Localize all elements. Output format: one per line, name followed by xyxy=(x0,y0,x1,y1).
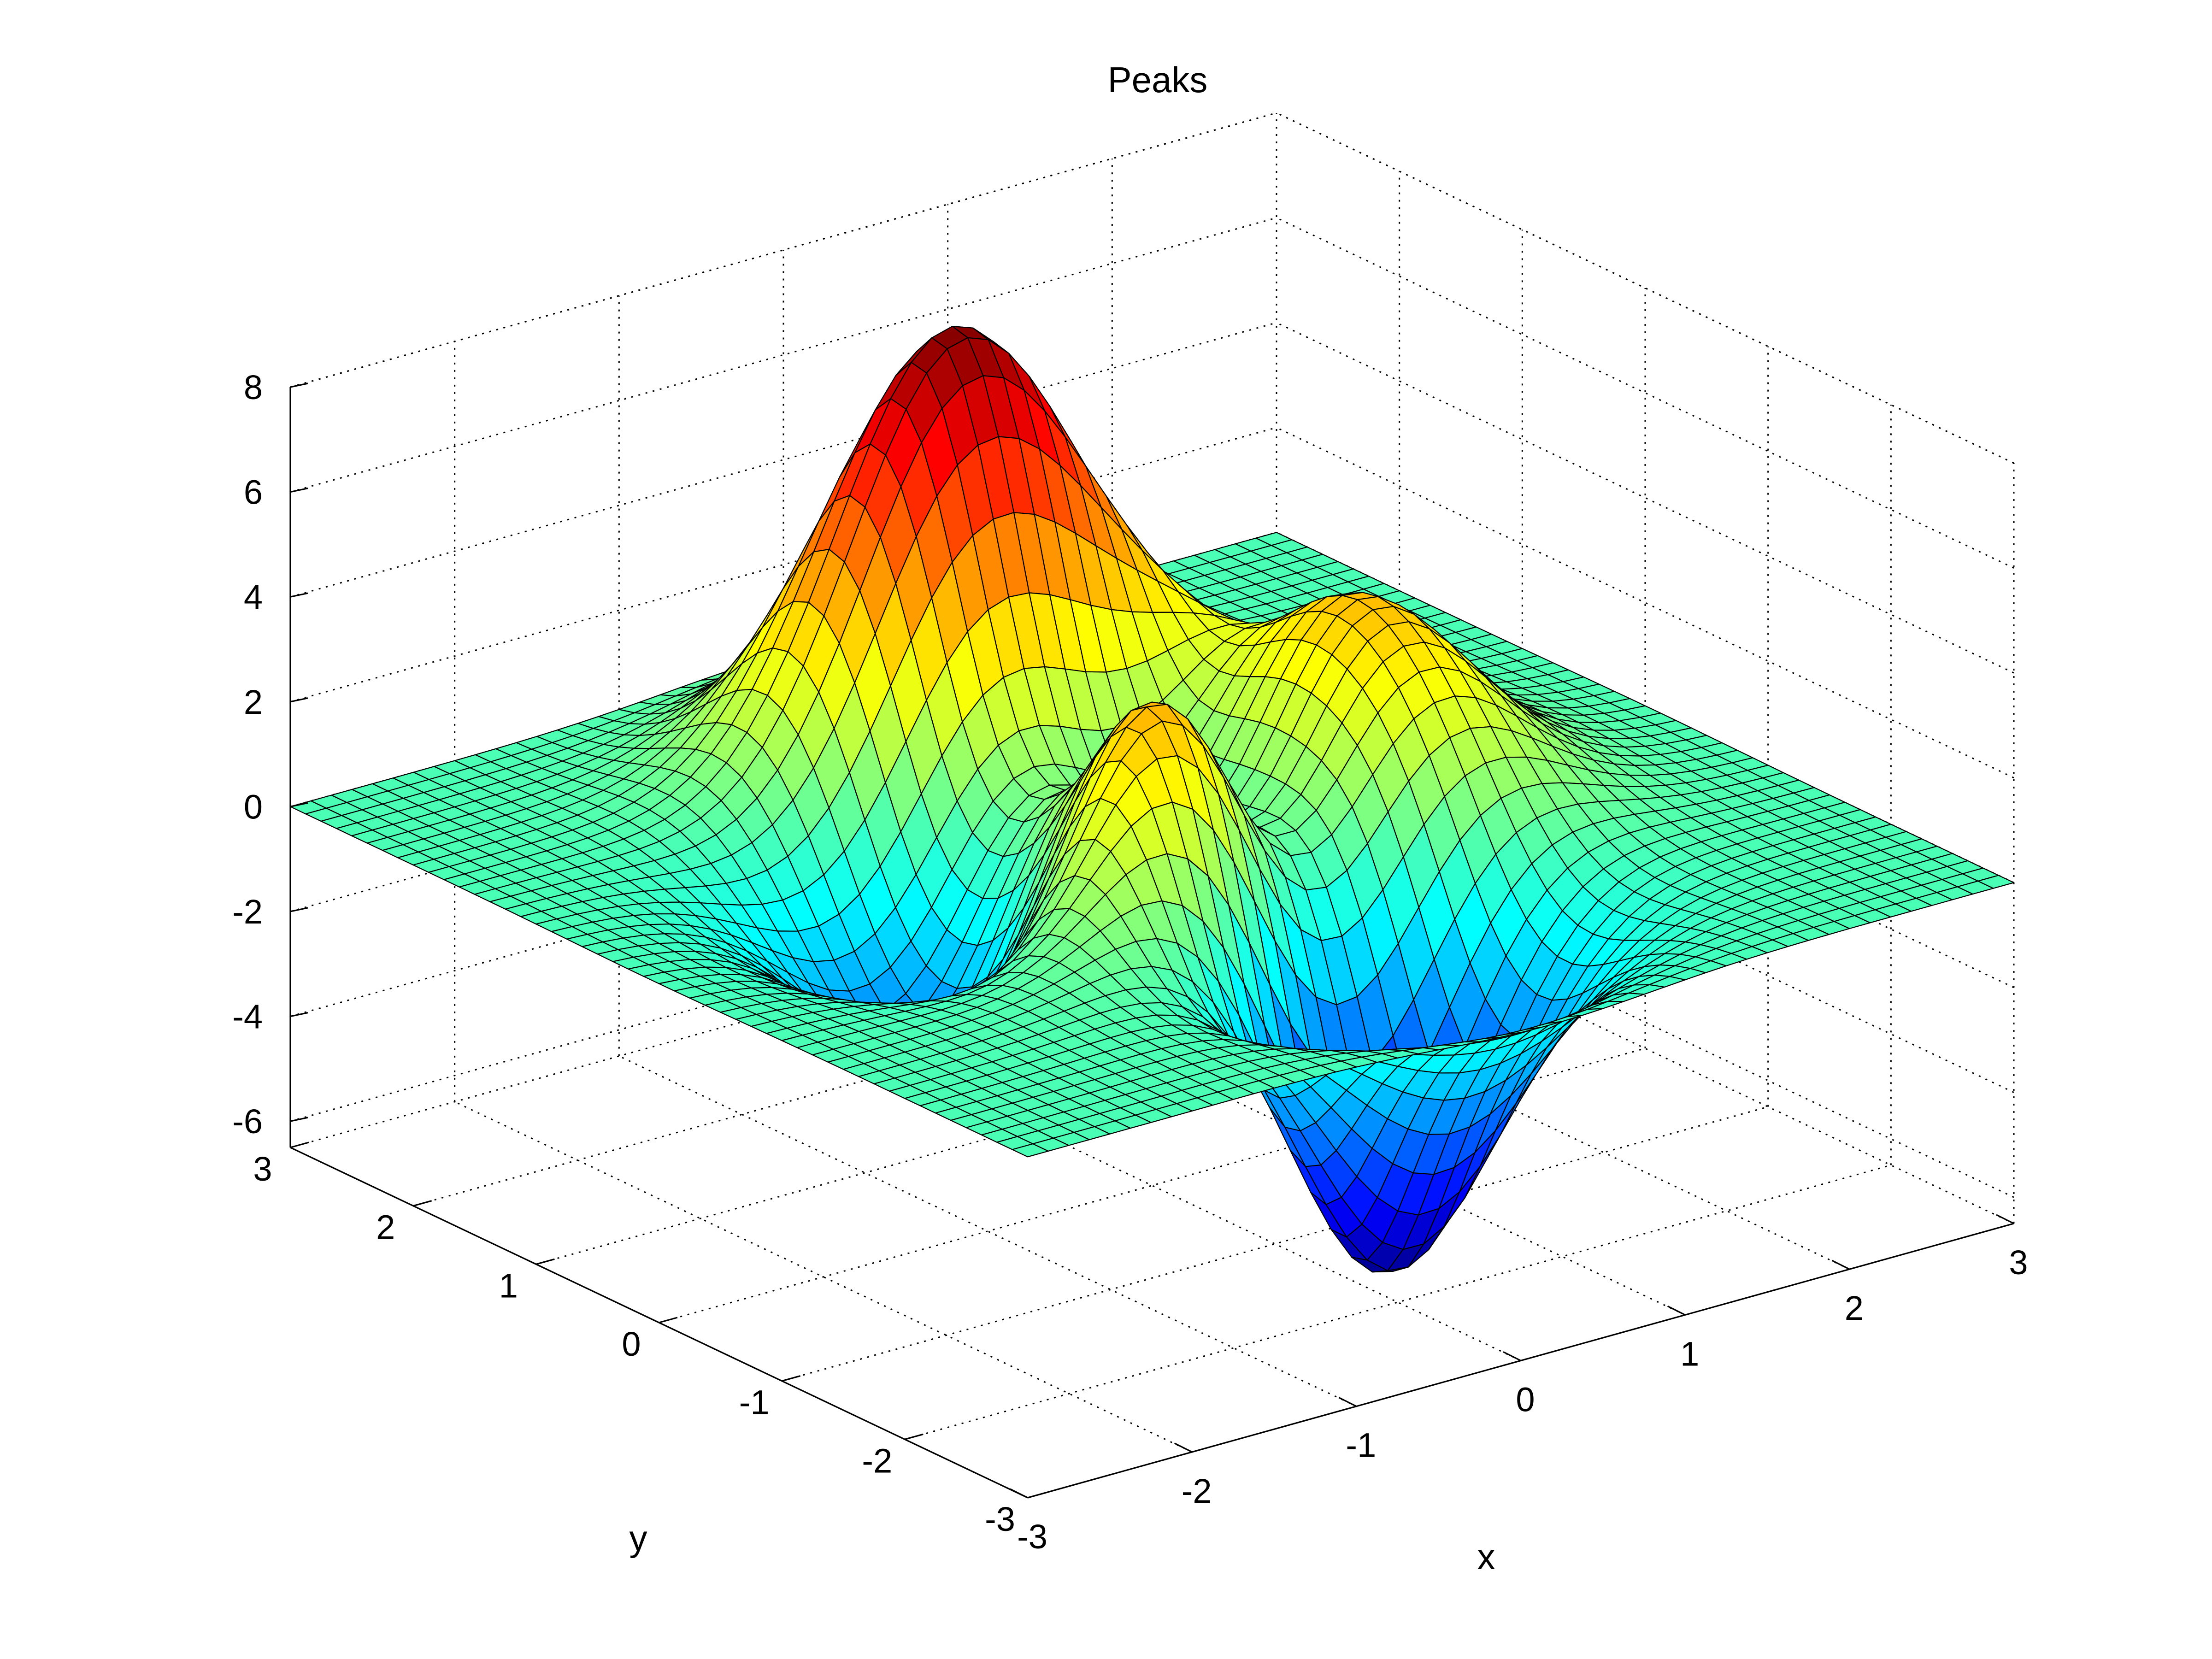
surface-mesh xyxy=(289,325,2015,1273)
y-tick-mark xyxy=(413,1200,432,1207)
tick-labels: -3 -2 -1 0 1 2 3 -3 -2 -1 0 1 2 3 -6 -4 -2 0 2 4 6 8 xyxy=(232,368,2028,1556)
x-axis-label: x xyxy=(1477,1536,1495,1577)
floor-grid-y-2 xyxy=(782,1106,1769,1382)
y-tick-mark xyxy=(535,1258,555,1265)
y-tick-label: 2 xyxy=(376,1208,395,1247)
y-tick-mark xyxy=(1027,1492,1047,1499)
z-tick-label: 6 xyxy=(244,473,263,512)
y-tick-label: -1 xyxy=(739,1383,770,1422)
y-tick-label: -2 xyxy=(862,1441,892,1480)
z-tick-mark xyxy=(290,488,308,493)
z-tick-label: -6 xyxy=(232,1102,263,1141)
backwall-grid-z-0 xyxy=(290,846,1277,1122)
x-tick-label: -3 xyxy=(1017,1518,1047,1556)
x-tick-mark xyxy=(1174,1442,1193,1453)
y-tick-label: -3 xyxy=(985,1500,1015,1538)
y-tick-mark xyxy=(659,1317,678,1324)
x-tick-mark xyxy=(1338,1397,1357,1407)
x-tick-label: -1 xyxy=(1346,1426,1376,1465)
x-tick-mark xyxy=(1996,1214,2014,1224)
axes-frame xyxy=(289,382,2014,1499)
x-tick-mark xyxy=(1503,1351,1521,1361)
x-tick-mark xyxy=(1667,1305,1686,1316)
y-tick-mark xyxy=(782,1375,801,1382)
z-tick-label: 8 xyxy=(244,368,263,406)
z-tick-label: -4 xyxy=(232,998,263,1036)
z-tick-label: -2 xyxy=(232,893,263,931)
z-tick-label: 0 xyxy=(244,788,263,826)
x-tick-label: 0 xyxy=(1516,1381,1535,1419)
y-tick-label: 0 xyxy=(622,1325,641,1363)
x-tick-mark xyxy=(1831,1259,1850,1270)
backwall-grid-z-4 xyxy=(290,427,1277,703)
z-tick-mark xyxy=(290,907,308,912)
z-tick-mark xyxy=(290,1117,308,1122)
x-tick-label: -2 xyxy=(1182,1472,1212,1510)
y-tick-label: 3 xyxy=(253,1150,272,1188)
floor-grid-y-1 xyxy=(904,1164,1891,1440)
z-tick-mark xyxy=(290,382,308,388)
y-tick-label: 1 xyxy=(499,1266,518,1305)
x-tick-label: 2 xyxy=(1845,1289,1864,1327)
floor-grid-y-5 xyxy=(413,931,1400,1207)
z-tick-label: 4 xyxy=(244,578,263,616)
surface-patch xyxy=(1012,1143,1049,1158)
x-tick-label: 3 xyxy=(2009,1243,2028,1282)
y-axis-label: y xyxy=(629,1518,647,1559)
z-tick-mark xyxy=(290,697,308,703)
x-tick-label: 1 xyxy=(1680,1335,1699,1373)
z-tick-mark xyxy=(290,802,308,807)
backwall-grid-z-6 xyxy=(290,217,1277,493)
x-tick-mark xyxy=(1010,1488,1028,1499)
z-tick-mark xyxy=(290,1012,308,1018)
y-tick-mark xyxy=(290,1141,309,1148)
z-tick-label: 2 xyxy=(244,683,263,721)
y-tick-mark xyxy=(904,1433,924,1440)
chart-title: Peaks xyxy=(1108,59,1208,100)
floor-grid-y-4 xyxy=(535,989,1523,1265)
backwall-grid-z-5 xyxy=(290,322,1277,598)
frame-edge-0 xyxy=(290,112,1277,388)
floor-grid-y-6 xyxy=(290,872,1277,1148)
z-tick-mark xyxy=(290,592,308,598)
backwall-grid-z-1 xyxy=(290,741,1277,1017)
floor-grid-y-3 xyxy=(659,1047,1646,1324)
